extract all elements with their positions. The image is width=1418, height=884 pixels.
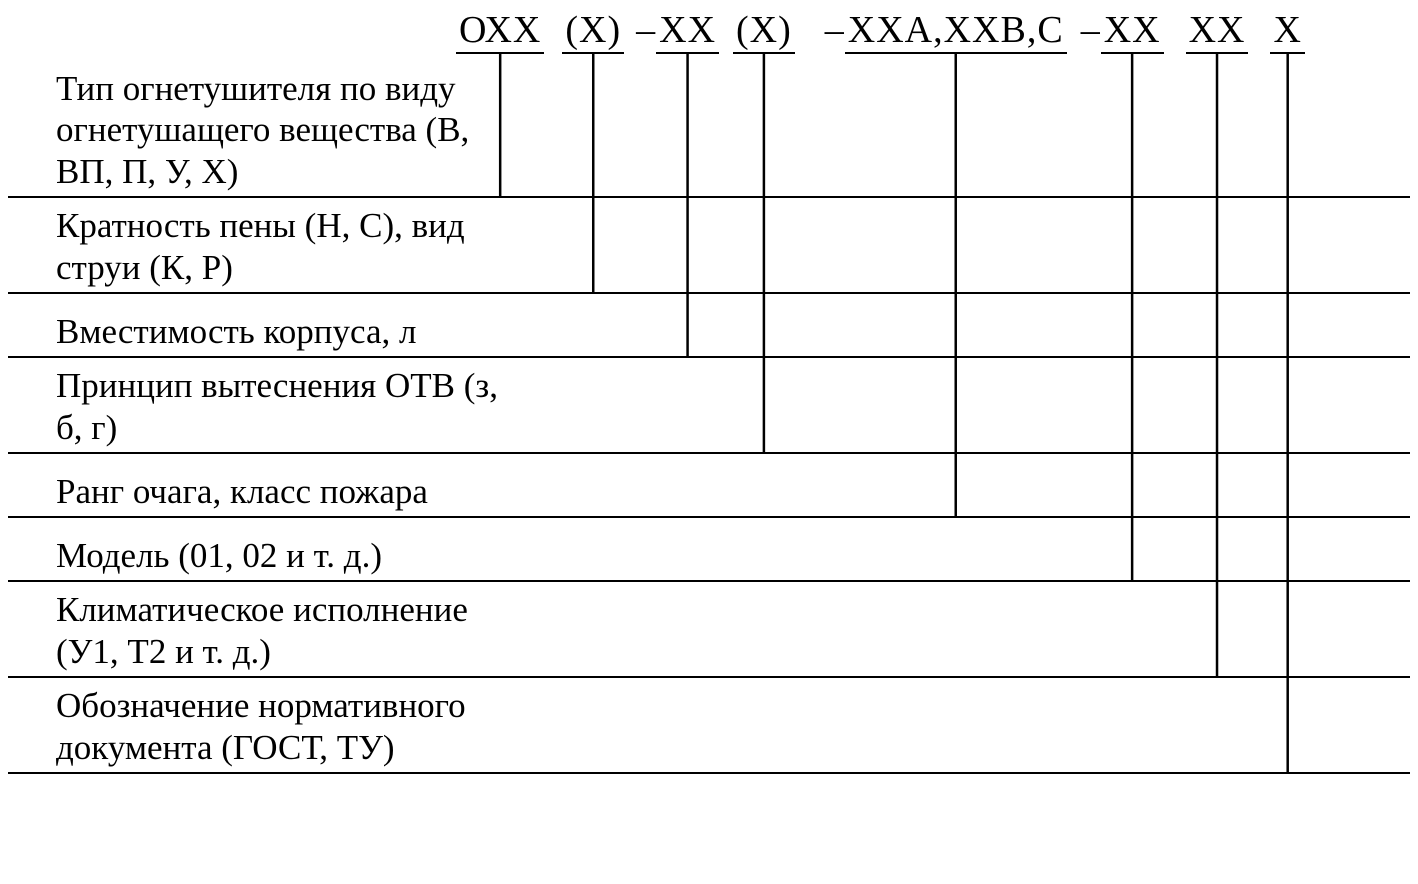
pattern-segment-seg1: ОХХ bbox=[456, 8, 544, 54]
pattern-segment-seg4: (Х) bbox=[733, 8, 795, 54]
callout-row: Вместимость корпуса, л bbox=[8, 294, 1410, 358]
pattern-segment-seg6: ХХ bbox=[1101, 8, 1164, 54]
callout-row: Обозначение нормативного документа (ГОСТ… bbox=[8, 678, 1410, 774]
pattern-segment-dash3: – bbox=[1081, 8, 1101, 52]
callout-text: Тип огнетушителя по виду огнетушащего ве… bbox=[8, 68, 528, 192]
callout-text: Климатическое исполнение (У1, Т2 и т. д.… bbox=[8, 589, 528, 672]
callout-text: Ранг очага, класс пожара bbox=[8, 471, 428, 512]
callout-row: Тип огнетушителя по виду огнетушащего ве… bbox=[8, 66, 1410, 198]
pattern-segment-seg8: Х bbox=[1270, 8, 1304, 54]
callout-row: Климатическое исполнение (У1, Т2 и т. д.… bbox=[8, 582, 1410, 678]
diagram-root: ОХХ(Х)–ХХ(Х)–ХХА,ХХВ,С–ХХХХХ Тип огнетуш… bbox=[0, 0, 1418, 884]
pattern-segment-dash1: – bbox=[636, 8, 656, 52]
pattern-segment-seg5: ХХА,ХХВ,С bbox=[845, 8, 1067, 54]
pattern-segment-seg2: (Х) bbox=[562, 8, 624, 54]
pattern-segment-dash2: – bbox=[825, 8, 845, 52]
callout-row: Принцип вытеснения ОТВ (з, б, г) bbox=[8, 358, 1410, 454]
callout-text: Модель (01, 02 и т. д.) bbox=[8, 535, 382, 576]
callout-row: Ранг очага, класс пожара bbox=[8, 454, 1410, 518]
callout-text: Принцип вытеснения ОТВ (з, б, г) bbox=[8, 365, 528, 448]
pattern-segment-seg7: ХХ bbox=[1186, 8, 1249, 54]
callout-row: Модель (01, 02 и т. д.) bbox=[8, 518, 1410, 582]
callout-rows: Тип огнетушителя по виду огнетушащего ве… bbox=[8, 66, 1410, 774]
callout-text: Обозначение нормативного документа (ГОСТ… bbox=[8, 685, 528, 768]
callout-row: Кратность пены (Н, С), вид струи (К, Р) bbox=[8, 198, 1410, 294]
callout-text: Вместимость корпуса, л bbox=[8, 311, 416, 352]
pattern-segment-seg3: ХХ bbox=[656, 8, 719, 54]
callout-text: Кратность пены (Н, С), вид струи (К, Р) bbox=[8, 205, 528, 288]
designation-pattern: ОХХ(Х)–ХХ(Х)–ХХА,ХХВ,С–ХХХХХ bbox=[456, 8, 1416, 54]
